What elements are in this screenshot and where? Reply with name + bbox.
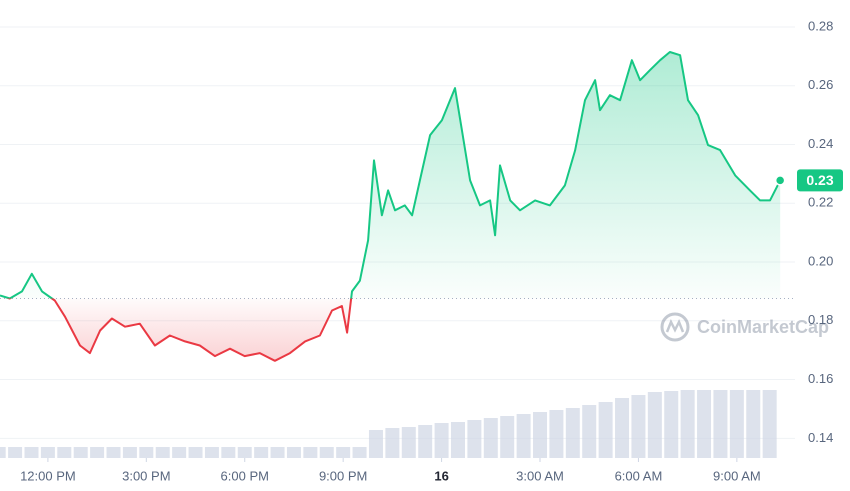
price-badge-label: 0.23	[806, 172, 833, 188]
volume-bar	[401, 427, 416, 458]
volume-bar	[319, 447, 334, 458]
volume-bar	[533, 412, 548, 458]
y-tick-label: 0.22	[808, 195, 833, 210]
x-tick-label: 9:00 PM	[319, 468, 367, 483]
volume-bar	[0, 447, 6, 458]
volume-bar	[434, 423, 449, 458]
x-tick-label: 12:00 PM	[20, 468, 76, 483]
volume-bar	[697, 390, 712, 458]
volume-bar	[336, 447, 351, 458]
price-area	[0, 52, 781, 361]
y-tick-label: 0.16	[808, 371, 833, 386]
y-tick-label: 0.26	[808, 77, 833, 92]
volume-bar	[549, 410, 564, 458]
volume-bar	[8, 447, 23, 458]
volume-bar	[467, 420, 482, 458]
volume-bar	[221, 447, 236, 458]
watermark-text: CoinMarketCap	[697, 317, 829, 337]
volume-bar	[24, 447, 39, 458]
volume-bar	[746, 390, 761, 458]
volume-bar	[57, 447, 72, 458]
y-tick-label: 0.18	[808, 312, 833, 327]
y-tick-label: 0.20	[808, 253, 833, 268]
x-tick-label: 6:00 AM	[615, 468, 663, 483]
volume-bar	[680, 390, 695, 458]
volume-bar	[155, 447, 170, 458]
volume-bar	[352, 447, 367, 458]
volume-bar	[73, 447, 88, 458]
volume-bar	[122, 447, 137, 458]
volume-bar	[40, 447, 55, 458]
x-tick-label: 9:00 AM	[713, 468, 761, 483]
volume-bar	[418, 425, 433, 458]
volume-bar	[237, 447, 252, 458]
volume-bar	[516, 414, 531, 458]
volume-bar	[286, 447, 301, 458]
volume-bar	[631, 395, 646, 458]
volume-bar	[450, 422, 465, 458]
x-tick-label: 3:00 PM	[122, 468, 170, 483]
volume-bar	[90, 447, 105, 458]
price-line	[0, 51, 782, 362]
volume-bar	[729, 390, 744, 458]
volume-bar	[647, 392, 662, 458]
x-tick-label: 3:00 AM	[516, 468, 564, 483]
volume-bar	[615, 398, 630, 458]
volume-bar	[713, 390, 728, 458]
volume-bar	[204, 447, 219, 458]
volume-bar	[270, 447, 285, 458]
volume-bar	[188, 447, 203, 458]
volume-bar	[368, 430, 383, 458]
volume-bar	[565, 408, 580, 458]
volume-bar	[582, 405, 597, 458]
volume-bar	[106, 447, 121, 458]
volume-bar	[762, 390, 777, 458]
volume-bar	[139, 447, 154, 458]
watermark: CoinMarketCap	[660, 312, 829, 342]
x-tick-label: 6:00 PM	[221, 468, 269, 483]
y-tick-label: 0.28	[808, 18, 833, 33]
volume-bar	[254, 447, 269, 458]
volume-bar	[664, 391, 679, 458]
y-tick-label: 0.14	[808, 430, 833, 445]
price-badge	[797, 169, 843, 192]
volume-bar	[172, 447, 187, 458]
volume-bar	[500, 416, 515, 458]
volume-bar	[303, 447, 318, 458]
volume-bar	[483, 418, 498, 458]
volume-bar	[598, 402, 613, 458]
y-tick-label: 0.24	[808, 136, 833, 151]
last-price-dot	[774, 175, 786, 186]
x-tick-label: 16	[434, 468, 448, 483]
volume-bar	[385, 428, 400, 458]
